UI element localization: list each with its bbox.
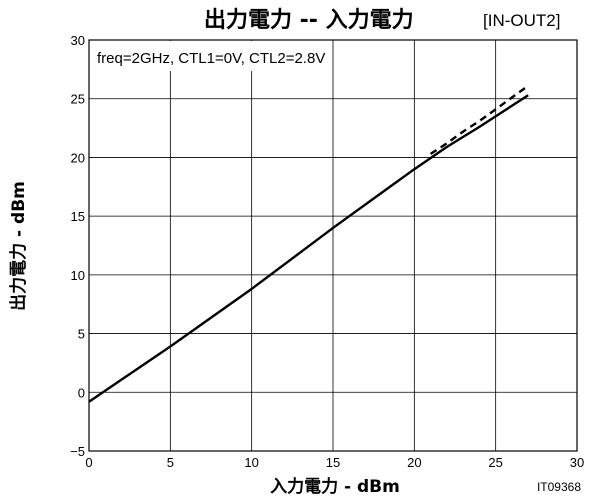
chart-title-tag: [IN-OUT2] <box>483 11 560 30</box>
series-group <box>88 84 529 403</box>
x-tick-label: 10 <box>244 455 258 470</box>
x-tick-labels: 0 5 10 15 20 25 30 <box>85 455 584 470</box>
x-tick-label: 0 <box>85 455 92 470</box>
annotation-text: freq=2GHz, CTL1=0V, CTL2=2.8V <box>97 50 325 67</box>
x-tick-label: 25 <box>488 455 502 470</box>
y-tick-label: 15 <box>71 209 85 224</box>
series-line-dashed <box>429 84 529 155</box>
y-tick-label: 0 <box>78 385 85 400</box>
y-tick-label: 25 <box>71 92 85 107</box>
x-tick-label: 20 <box>407 455 421 470</box>
y-axis-label: 出力電力 - dBm <box>8 181 29 311</box>
y-tick-label: 20 <box>71 150 85 165</box>
x-tick-label: 15 <box>326 455 340 470</box>
annotation-background <box>90 41 332 71</box>
figure-id: IT09368 <box>537 480 581 494</box>
plot-frame <box>88 39 578 452</box>
chart-title: 出力電力 -- 入力電力 <box>204 8 414 33</box>
y-tick-label: 10 <box>71 268 85 283</box>
chart-title-group: 出力電力 -- 入力電力 [IN-OUT2] <box>204 8 560 33</box>
series-line-solid <box>88 94 529 403</box>
y-tick-label: −5 <box>70 444 85 459</box>
y-tick-label: 5 <box>78 327 85 342</box>
grid <box>89 40 577 451</box>
y-tick-labels: −5 0 5 10 15 20 25 30 <box>70 33 85 459</box>
x-axis-label: 入力電力 - dBm <box>270 476 400 497</box>
x-tick-label: 5 <box>167 455 174 470</box>
y-tick-label: 30 <box>71 33 85 48</box>
x-tick-label: 30 <box>570 455 584 470</box>
